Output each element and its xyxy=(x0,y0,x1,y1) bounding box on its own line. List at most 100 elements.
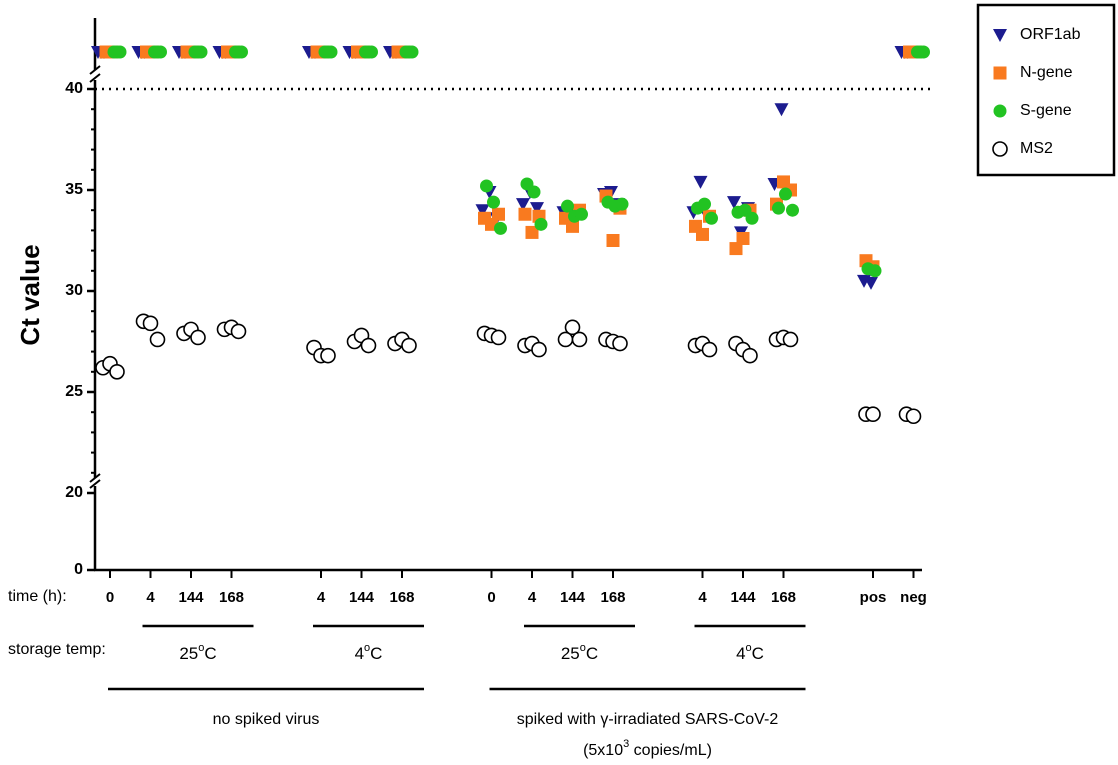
time-label: time (h): xyxy=(8,588,67,605)
point xyxy=(516,198,530,212)
point xyxy=(190,329,206,346)
point xyxy=(779,187,792,201)
point xyxy=(405,45,419,59)
temp-group-label: 4oC xyxy=(736,642,764,664)
point xyxy=(320,347,336,364)
point xyxy=(612,335,628,352)
point xyxy=(606,234,620,247)
legend-label: ORF1ab xyxy=(1020,26,1081,43)
point xyxy=(705,211,718,225)
text-part: C xyxy=(586,644,598,663)
point xyxy=(693,175,708,189)
legend-label: N-gene xyxy=(1020,64,1073,81)
point xyxy=(487,195,500,209)
text-part: copies/mL) xyxy=(629,742,712,759)
point xyxy=(786,203,799,217)
legend-marker xyxy=(992,141,1008,157)
text-part: 4 xyxy=(736,644,745,663)
point xyxy=(736,231,750,245)
point xyxy=(782,331,799,348)
point xyxy=(698,197,711,211)
point xyxy=(868,264,882,278)
point xyxy=(149,331,166,348)
point xyxy=(154,45,167,59)
point xyxy=(401,337,417,354)
text-part: o xyxy=(746,642,752,654)
point xyxy=(701,341,718,358)
point xyxy=(113,45,127,59)
point xyxy=(905,408,922,425)
text-part: (5x10 xyxy=(583,742,623,759)
point xyxy=(490,329,507,346)
x-tick-label: 144 xyxy=(349,589,375,606)
x-tick-label: 144 xyxy=(730,589,756,606)
point xyxy=(360,337,377,354)
y-axis-label: Ct value xyxy=(15,244,45,345)
point xyxy=(615,197,629,211)
point xyxy=(745,211,759,225)
point xyxy=(696,227,709,241)
axis-break xyxy=(89,473,101,483)
x-tick-label: 144 xyxy=(560,589,586,606)
x-tick-label: 168 xyxy=(389,589,414,606)
point xyxy=(142,315,159,332)
sample-group-label: no spiked virus xyxy=(213,711,320,728)
text-part: o xyxy=(364,642,370,654)
point xyxy=(480,179,493,193)
storage-label: storage temp: xyxy=(8,641,106,658)
text-part: 3 xyxy=(623,738,629,750)
temp-group-label: 25oC xyxy=(561,642,598,664)
text-part: C xyxy=(370,644,382,663)
point xyxy=(530,202,544,216)
point xyxy=(531,341,547,358)
point xyxy=(865,406,881,423)
x-tick-label: 168 xyxy=(219,589,244,606)
y-tick-label: 25 xyxy=(65,383,83,400)
point xyxy=(727,196,741,210)
point xyxy=(864,276,878,290)
x-tick-label: 0 xyxy=(487,589,495,606)
legend-label: MS2 xyxy=(1020,140,1053,157)
x-tick-label: 168 xyxy=(771,589,796,606)
point xyxy=(566,219,579,233)
point xyxy=(742,347,758,364)
point xyxy=(564,319,581,336)
point xyxy=(774,103,789,117)
x-tick-label: 168 xyxy=(600,589,625,606)
text-part: 25 xyxy=(561,644,580,663)
point xyxy=(534,217,548,231)
y-tick-label: 20 xyxy=(65,484,83,501)
point xyxy=(494,221,507,235)
sample-group-label: spiked with γ-irradiated SARS-CoV-2 xyxy=(517,711,779,728)
point xyxy=(475,204,490,218)
point xyxy=(492,207,505,221)
text-part: C xyxy=(204,644,216,663)
temp-group-label: 25oC xyxy=(179,642,216,664)
legend-marker xyxy=(993,104,1007,118)
point xyxy=(109,363,125,380)
point xyxy=(575,207,588,221)
text-part: 4 xyxy=(355,644,364,663)
point xyxy=(917,45,930,59)
axis-break xyxy=(89,73,101,83)
legend-label: S-gene xyxy=(1020,102,1072,119)
point xyxy=(365,45,378,59)
x-tick-label: 4 xyxy=(146,589,155,606)
point xyxy=(571,331,588,348)
axis-break xyxy=(89,65,101,75)
point xyxy=(518,207,532,221)
x-tick-label: neg xyxy=(900,589,927,606)
y-tick-label: 35 xyxy=(65,181,83,198)
x-tick-label: 4 xyxy=(317,589,326,606)
point xyxy=(527,185,541,199)
axis-break xyxy=(89,479,101,489)
x-tick-label: 4 xyxy=(528,589,537,606)
point xyxy=(194,45,208,59)
sample-note: (5x103 copies/mL) xyxy=(583,738,712,759)
text-part: o xyxy=(198,642,204,654)
point xyxy=(230,323,247,340)
legend-marker xyxy=(993,66,1007,80)
point xyxy=(525,225,539,239)
x-tick-label: 0 xyxy=(106,589,114,606)
